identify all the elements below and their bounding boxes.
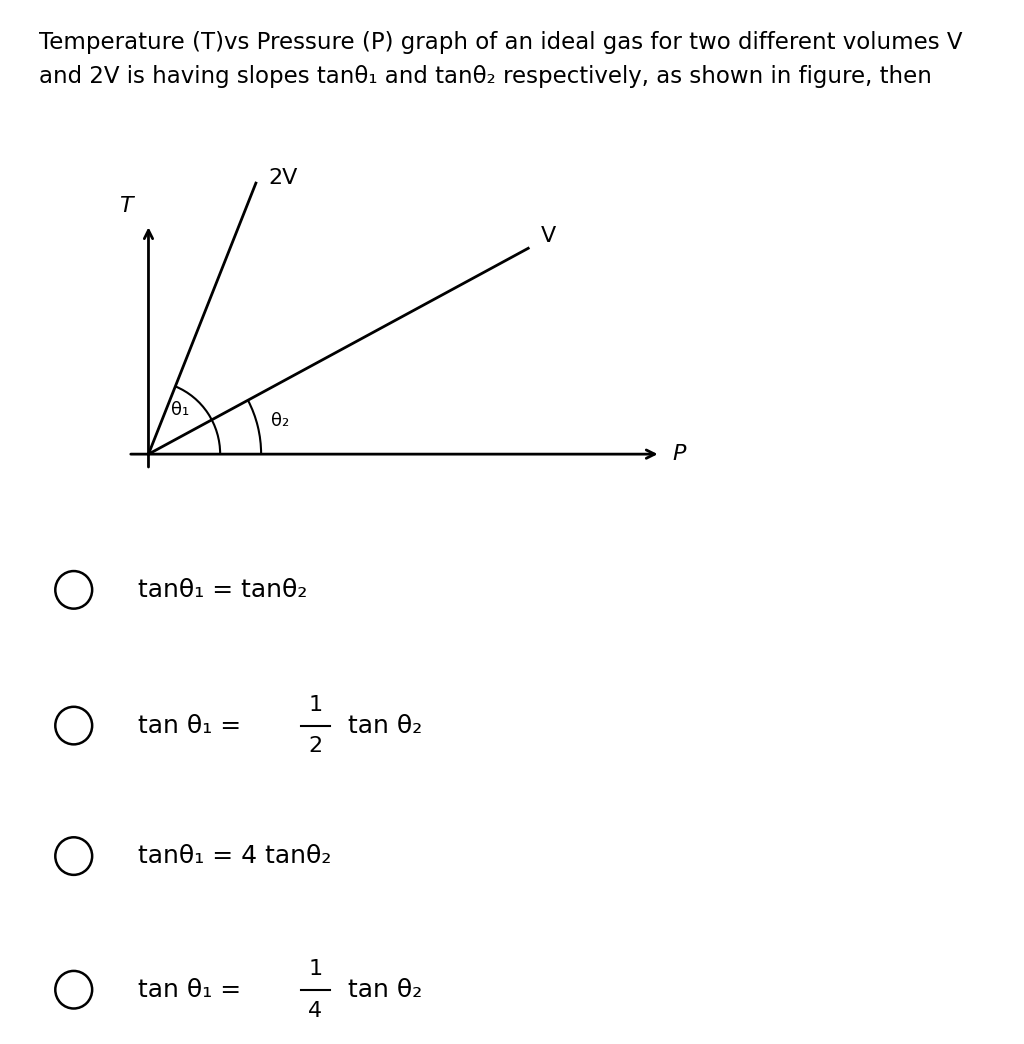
Text: tan θ₁ =: tan θ₁ = <box>138 978 250 1001</box>
Text: and 2V is having slopes tanθ₁ and tanθ₂ respectively, as shown in figure, then: and 2V is having slopes tanθ₁ and tanθ₂ … <box>39 65 932 88</box>
Text: 1: 1 <box>308 958 323 979</box>
Text: tanθ₁ = 4 tanθ₂: tanθ₁ = 4 tanθ₂ <box>138 845 332 868</box>
Text: 1: 1 <box>308 694 323 715</box>
Text: V: V <box>541 227 556 246</box>
Text: θ₂: θ₂ <box>270 411 289 430</box>
Text: tan θ₂: tan θ₂ <box>348 714 423 737</box>
Text: P: P <box>673 444 686 465</box>
Text: tanθ₁ = tanθ₂: tanθ₁ = tanθ₂ <box>138 578 307 601</box>
Text: θ₁: θ₁ <box>171 401 188 419</box>
Text: tan θ₂: tan θ₂ <box>348 978 423 1001</box>
Text: 2: 2 <box>308 736 323 757</box>
Text: 2V: 2V <box>268 168 298 188</box>
Text: Temperature (T)vs Pressure (P) graph of an ideal gas for two different volumes V: Temperature (T)vs Pressure (P) graph of … <box>39 31 963 54</box>
Text: T: T <box>119 196 133 216</box>
Text: tan θ₁ =: tan θ₁ = <box>138 714 250 737</box>
Text: 4: 4 <box>308 1000 323 1021</box>
